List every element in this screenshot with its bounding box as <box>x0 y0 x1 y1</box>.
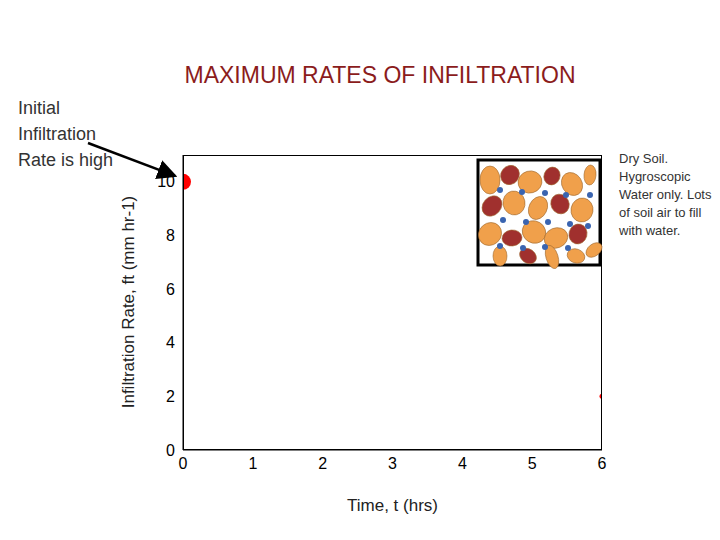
html-text:MAXIMUM RATES OF INFILTRATION: MAXIMUM RATES OF INFILTRATION <box>184 62 576 88</box>
svg-text:6: 6 <box>598 455 607 472</box>
svg-text:10: 10 <box>157 173 175 190</box>
svg-text:6: 6 <box>166 281 175 298</box>
svg-text:5: 5 <box>528 455 537 472</box>
svg-text:1: 1 <box>248 455 257 472</box>
svg-text:2: 2 <box>166 388 175 405</box>
svg-text:0: 0 <box>166 442 175 459</box>
html-text:Dry Soil. Hygroscopic Water on: Dry Soil. Hygroscopic Water only. Lots o… <box>619 151 712 238</box>
svg-text:0: 0 <box>179 455 188 472</box>
html-text:Time, t (hrs): Time, t (hrs) <box>347 496 438 515</box>
svg-text:8: 8 <box>166 227 175 244</box>
svg-text:4: 4 <box>166 334 175 351</box>
html-text:Initial Infiltration Rate is h: Initial Infiltration Rate is high <box>18 98 114 170</box>
svg-text:3: 3 <box>388 455 397 472</box>
svg-text:4: 4 <box>458 455 467 472</box>
svg-text:2: 2 <box>318 455 327 472</box>
html-text:Infiltration Rate, ft (mm hr-1: Infiltration Rate, ft (mm hr-1) <box>119 195 138 409</box>
